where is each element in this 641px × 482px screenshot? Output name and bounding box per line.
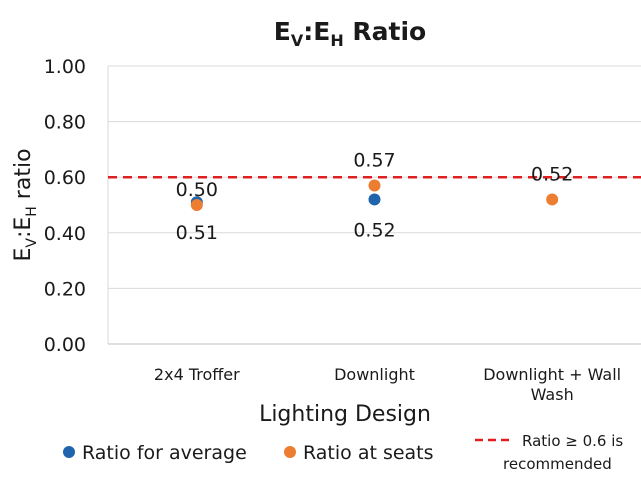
data-labels: 0.51 0.52 0.50 0.57 0.52 [176, 150, 574, 245]
x-category-label: Downlight [334, 365, 415, 384]
data-label: 0.51 [176, 222, 218, 244]
y-tick-label: 1.00 [44, 56, 86, 78]
legend-marker-ratio-for-average [63, 446, 75, 458]
data-point [190, 199, 203, 211]
data-label: 0.50 [176, 179, 218, 201]
legend: Ratio for average Ratio at seats Ratio ≥… [63, 432, 623, 473]
data-points [190, 179, 559, 211]
legend-label-ratio-at-seats: Ratio at seats [303, 442, 434, 464]
x-category-label: Downlight + Wall [483, 365, 621, 384]
data-point [546, 193, 559, 206]
legend-label-reference-line-1: Ratio ≥ 0.6 is [522, 432, 623, 450]
legend-label-ratio-for-average: Ratio for average [82, 442, 247, 464]
data-label: 0.57 [353, 150, 395, 172]
y-tick-label: 0.00 [44, 334, 86, 356]
gridlines [107, 65, 641, 345]
x-category-label: 2x4 Troffer [154, 365, 240, 384]
y-tick-label: 0.80 [44, 112, 86, 134]
chart-title: EV:EH Ratio [274, 17, 426, 50]
y-axis-title: EV:EH ratio [11, 148, 40, 261]
data-label: 0.52 [353, 219, 395, 241]
y-tick-label: 0.60 [44, 167, 86, 189]
legend-label-reference-line-2: recommended [503, 455, 612, 473]
legend-marker-ratio-at-seats [284, 446, 296, 458]
y-tick-label: 0.40 [44, 223, 86, 245]
y-tick-labels: 0.00 0.20 0.40 0.60 0.80 1.00 [44, 56, 86, 356]
x-axis-title: Lighting Design [259, 402, 431, 427]
y-tick-label: 0.20 [44, 278, 86, 300]
data-label: 0.52 [531, 163, 573, 185]
x-category-label: Wash [531, 385, 574, 404]
data-point [368, 179, 381, 192]
data-point [368, 193, 381, 206]
